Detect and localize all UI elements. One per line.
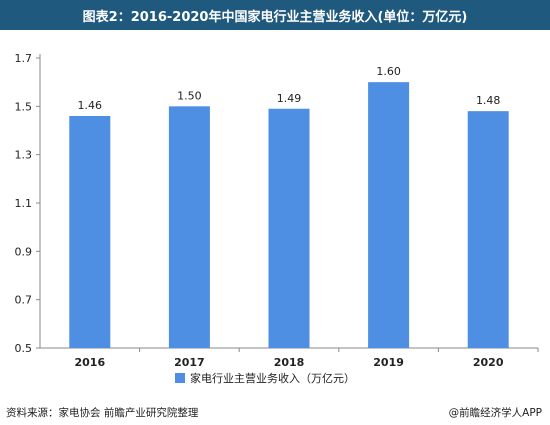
source-note: 资料来源：家电协会 前瞻产业研究院整理 — [6, 407, 199, 419]
x-tick-label: 2016 — [74, 356, 105, 369]
x-tick-label: 2020 — [473, 356, 504, 369]
y-tick-label: 1.5 — [15, 100, 33, 113]
legend-swatch — [175, 373, 185, 383]
bar-chart: 0.5 0.7 0.9 1.1 1.3 1.5 1.7 1.46 2016 1.50 2017 1.4… — [15, 52, 539, 385]
y-tick-label: 0.5 — [15, 342, 33, 355]
bar — [268, 108, 310, 348]
y-tick-label: 0.7 — [15, 294, 33, 307]
data-label: 1.60 — [376, 65, 401, 78]
y-tick-label: 0.9 — [15, 245, 33, 258]
y-tick-label: 1.1 — [15, 197, 33, 210]
data-label: 1.46 — [78, 99, 103, 112]
bar — [368, 82, 410, 348]
data-label: 1.48 — [476, 94, 501, 107]
x-tick-label: 2018 — [274, 356, 305, 369]
bar — [467, 111, 509, 349]
bar — [69, 116, 111, 348]
data-label: 1.49 — [277, 92, 302, 105]
y-tick-label: 1.3 — [15, 149, 33, 162]
brand-credit: @前瞻经济学人APP — [448, 407, 542, 419]
legend-label: 家电行业主营业务收入（万亿元） — [190, 371, 355, 385]
y-tick-label: 1.7 — [15, 52, 33, 65]
x-tick-label: 2019 — [373, 356, 404, 369]
bar — [168, 106, 210, 348]
chart-title: 图表2：2016-2020年中国家电行业主营业务收入(单位：万亿元) — [82, 9, 468, 25]
x-tick-label: 2017 — [174, 356, 205, 369]
footer: 资料来源：家电协会 前瞻产业研究院整理 @前瞻经济学人APP — [0, 403, 550, 425]
data-label: 1.50 — [177, 89, 202, 102]
title-bar: 图表2：2016-2020年中国家电行业主营业务收入(单位：万亿元) — [0, 0, 550, 30]
